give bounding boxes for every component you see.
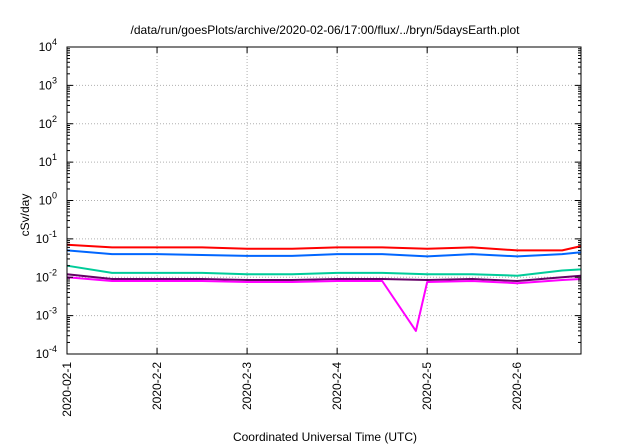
x-axis-label: Coordinated Universal Time (UTC) <box>233 430 417 444</box>
x-tick-label: 2020-2-3 <box>240 362 254 410</box>
series-line-0 <box>66 243 582 252</box>
x-tick-label: 2020-2-6 <box>510 362 524 410</box>
x-tick-label: 2020-2-4 <box>330 362 344 410</box>
y-tick-label: 10-1 <box>36 229 57 246</box>
y-tick-label: 10-4 <box>36 344 57 361</box>
series-line-2 <box>66 264 582 277</box>
y-tick-label: 101 <box>39 152 57 169</box>
x-axis: 2020-02-1 2020-2-2 2020-2-3 2020-2-4 2020-2-… <box>60 47 524 417</box>
chart-title: /data/run/goesPlots/archive/2020-02-06/1… <box>131 23 521 37</box>
y-tick-label: 10-3 <box>36 306 57 323</box>
y-tick-label: 100 <box>39 191 57 208</box>
y-tick-label: 103 <box>39 75 57 92</box>
plot-frame <box>66 46 582 355</box>
y-axis-label: cSv/day <box>18 194 32 237</box>
grid <box>67 47 581 354</box>
y-axis: 10-4 10-3 10-2 10-1 100 101 102 103 104 <box>36 37 581 361</box>
x-tick-label: 2020-02-1 <box>60 362 74 417</box>
x-tick-label: 2020-2-5 <box>420 362 434 410</box>
y-tick-label: 104 <box>39 37 57 54</box>
series-line-3 <box>66 273 582 282</box>
series-group <box>66 243 582 332</box>
series-line-1 <box>66 249 582 258</box>
series-line-4 <box>66 276 582 332</box>
y-tick-label: 10-2 <box>36 267 57 284</box>
y-tick-label: 102 <box>39 114 57 131</box>
x-tick-label: 2020-2-2 <box>150 362 164 410</box>
